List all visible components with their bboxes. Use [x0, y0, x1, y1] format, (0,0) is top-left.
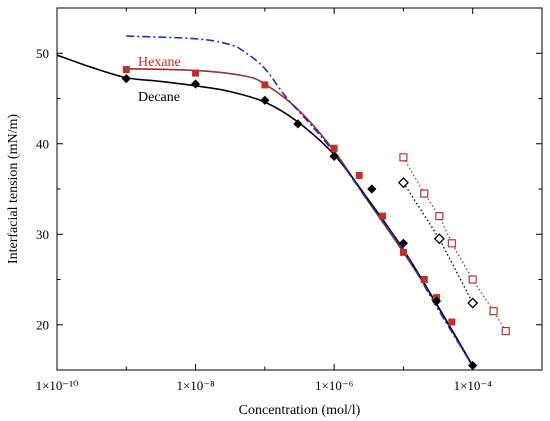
- series-2-point: [190, 79, 201, 89]
- series-2-point: [260, 95, 270, 105]
- series-0-point: [399, 248, 407, 256]
- series-5-point: [435, 212, 444, 221]
- y-tick-label: 30: [36, 227, 49, 242]
- x-tick-label: 1×10⁻⁴: [454, 378, 493, 393]
- y-tick-label: 50: [36, 46, 49, 61]
- series-5-point: [501, 326, 510, 336]
- series-6-point: [467, 297, 479, 309]
- x-tick-label: 1×10⁻⁸: [176, 378, 215, 393]
- series-layer: [56, 35, 510, 371]
- series-0-point: [122, 66, 130, 74]
- series-2-point: [329, 151, 339, 162]
- series-5-point: [468, 275, 477, 284]
- y-tick-label: 20: [36, 317, 49, 332]
- plot-frame: [56, 7, 543, 371]
- series-0-point: [330, 144, 338, 152]
- series-5-point: [399, 153, 408, 162]
- series-0-point: [379, 212, 387, 220]
- series-2-point: [121, 73, 131, 84]
- series-0-point: [448, 318, 456, 326]
- series-5-point: [420, 189, 429, 198]
- series-6-point: [433, 233, 445, 245]
- series-2-point: [293, 119, 303, 129]
- series-0-point: [192, 69, 200, 77]
- y-tick-label: 40: [36, 136, 49, 151]
- x-axis-title: Concentration (mol/l): [239, 403, 361, 418]
- series-5-point: [489, 307, 498, 316]
- decane-annotation: Decane: [138, 90, 180, 105]
- series-2-point: [367, 184, 377, 194]
- series-0-point: [420, 276, 428, 283]
- series-2-point: [431, 296, 442, 306]
- y-axis-title: Interfacial tension (mN/m): [6, 114, 21, 264]
- tick-layer: 1×10⁻¹⁰ 1×10⁻⁸ 1×10⁻⁶ 1×10⁻⁴ 20 30 40 50: [36, 7, 542, 393]
- series-5-point: [447, 239, 456, 248]
- x-tick-label: 1×10⁻¹⁰: [36, 378, 79, 393]
- series-6-point: [397, 177, 409, 189]
- series-2-point: [398, 238, 409, 248]
- series-0-point: [355, 171, 363, 179]
- series-0-point: [261, 81, 269, 89]
- series-4-line: [126, 35, 474, 367]
- hexane-annotation: Hexane: [138, 55, 181, 70]
- x-tick-label: 1×10⁻⁶: [315, 378, 353, 393]
